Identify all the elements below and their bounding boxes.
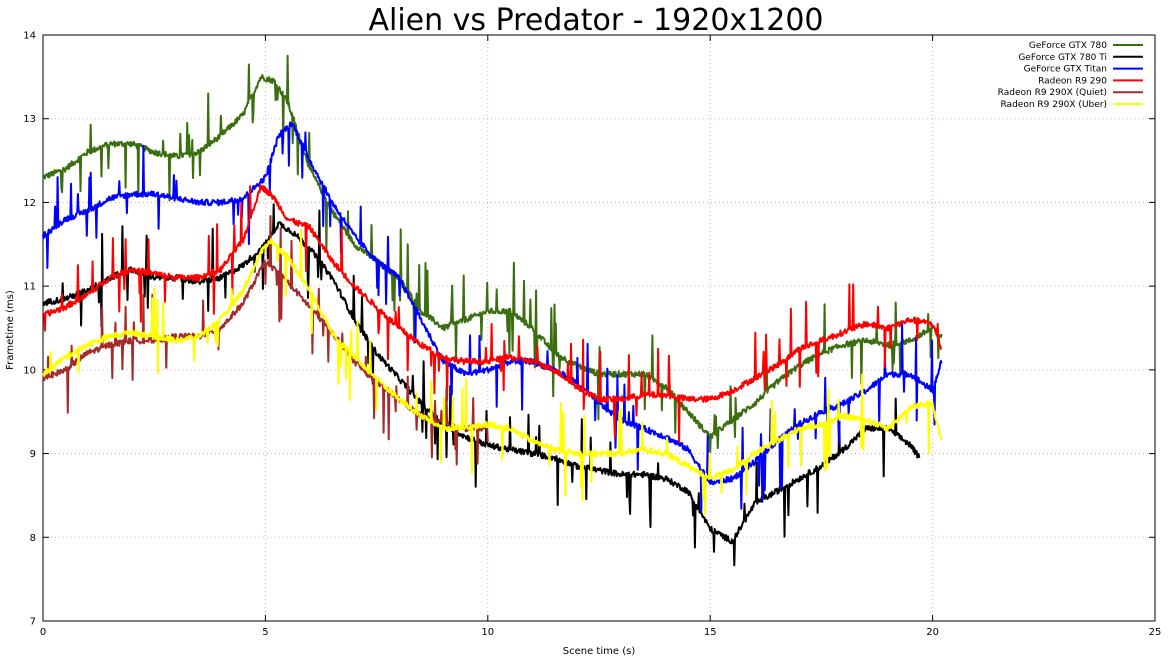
y-tick-label: 7 (30, 617, 36, 628)
x-tick-label: 20 (926, 627, 939, 638)
x-tick-label: 0 (40, 627, 46, 638)
legend-label: Radeon R9 290X (Uber) (1001, 100, 1108, 110)
x-tick-label: 25 (1149, 627, 1162, 638)
x-tick-label: 15 (704, 627, 717, 638)
y-tick-label: 14 (23, 31, 36, 42)
legend-label: GeForce GTX 780 Ti (1018, 53, 1107, 63)
legend-label: GeForce GTX 780 (1029, 41, 1107, 51)
series-line-3 (42, 121, 943, 513)
legend-label: GeForce GTX Titan (1024, 65, 1107, 75)
series-line-4 (42, 184, 943, 443)
y-tick-label: 11 (23, 282, 36, 293)
series-line-2 (42, 203, 921, 567)
series-line-1 (42, 54, 943, 454)
y-axis-label: Frametime (ms) (5, 290, 16, 370)
series-lines (42, 54, 943, 567)
series-line-6 (42, 228, 943, 515)
y-tick-label: 12 (23, 198, 36, 209)
y-tick-label: 13 (23, 114, 36, 125)
x-tick-label: 10 (481, 627, 494, 638)
x-axis-label: Scene time (s) (563, 646, 636, 657)
legend-label: Radeon R9 290X (Quiet) (998, 88, 1107, 98)
x-axis: 0 5 10 15 20 25 (40, 35, 1162, 638)
y-tick-label: 10 (23, 365, 36, 376)
chart-title: Alien vs Predator - 1920x1200 (368, 3, 823, 38)
x-tick-label: 5 (262, 627, 268, 638)
legend-label: Radeon R9 290 (1038, 76, 1107, 86)
y-tick-label: 8 (30, 533, 36, 544)
y-axis: 7 8 9 10 11 12 13 14 (23, 31, 1155, 628)
y-tick-label: 9 (30, 449, 36, 460)
plot-frame (42, 34, 1156, 622)
legend: GeForce GTX 780 GeForce GTX 780 Ti GeForce… (998, 41, 1143, 110)
